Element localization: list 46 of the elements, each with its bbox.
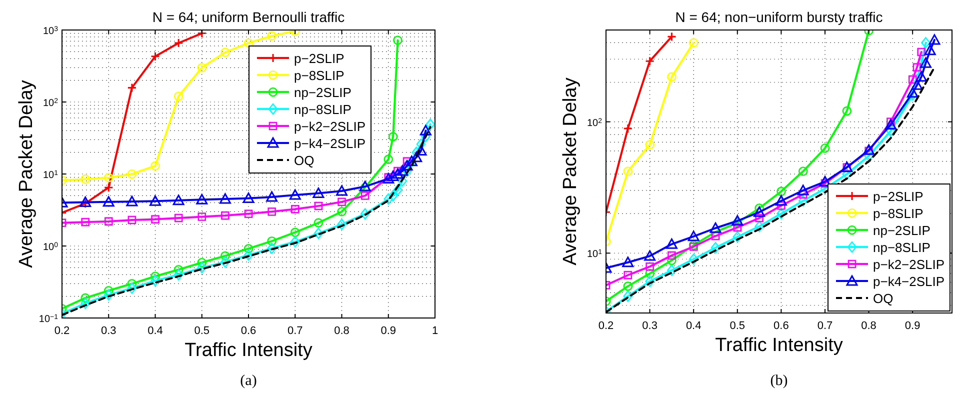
- x-tick-label: 0.7: [817, 320, 833, 332]
- y-tick-label: 10$^{0}$: [42, 242, 58, 253]
- y-tick-label: 10$^{2}$: [42, 98, 58, 109]
- text: (b): [770, 373, 788, 389]
- y-tick-label: 10$^{−1}$: [38, 314, 58, 325]
- y-tick-label: 10$^{1}$: [586, 248, 602, 260]
- legend-label: OQ: [873, 291, 894, 306]
- legend-label: np−2SLIP: [294, 85, 352, 100]
- x-axis-title: Traffic Intensity: [715, 335, 844, 356]
- x-tick-label: 0.6: [240, 325, 256, 337]
- x-tick-label: 0.3: [100, 325, 116, 337]
- x-tick-label: 0.7: [287, 325, 303, 337]
- x-tick-label: 0.8: [334, 325, 350, 337]
- legend-label: OQ: [294, 153, 314, 168]
- legend-label: np−2SLIP: [873, 223, 930, 238]
- x-tick-label: 1: [432, 325, 438, 337]
- chart-title: N = 64; non−uniform bursty traffic: [675, 9, 883, 25]
- x-tick-label: 0.2: [54, 325, 70, 337]
- x-tick-label: 0.4: [148, 325, 163, 337]
- legend-label: p−2SLIP: [294, 51, 344, 66]
- y-tick-label: 10$^{1}$: [42, 170, 58, 181]
- legend-label: p−k4−2SLIP: [294, 136, 366, 151]
- y-tick-label: 10$^{2}$: [586, 117, 602, 129]
- x-tick-label: 0.9: [904, 320, 920, 332]
- legend-label: p−k2−2SLIP: [873, 257, 945, 272]
- x-tick-label: 0.8: [861, 320, 876, 332]
- text: (a): [240, 373, 257, 389]
- legend-label: p−2SLIP: [873, 189, 924, 204]
- legend-label: p−8SLIP: [873, 206, 924, 221]
- x-tick-label: 0.2: [598, 320, 614, 332]
- x-tick-label: 0.4: [686, 320, 702, 332]
- x-axis-title: Traffic Intensity: [184, 340, 313, 361]
- x-tick-label: 0.5: [730, 320, 746, 332]
- x-tick-label: 0.5: [194, 325, 210, 337]
- legend-label: np−8SLIP: [873, 240, 930, 255]
- legend-label: np−8SLIP: [294, 102, 352, 117]
- x-tick-label: 0.6: [774, 320, 789, 332]
- chart-title: N = 64; uniform Bernoulli traffic: [152, 9, 345, 25]
- x-tick-label: 0.3: [642, 320, 658, 332]
- legend-label: p−k2−2SLIP: [294, 119, 366, 134]
- legend-label: p−8SLIP: [294, 68, 344, 83]
- y-axis-title: Average Packet Delay: [560, 77, 581, 266]
- legend-label: p−k4−2SLIP: [873, 274, 945, 289]
- x-tick-label: 0.9: [380, 325, 396, 337]
- y-tick-label: 10$^{3}$: [42, 26, 58, 37]
- y-axis-title: Average Packet Delay: [16, 80, 37, 268]
